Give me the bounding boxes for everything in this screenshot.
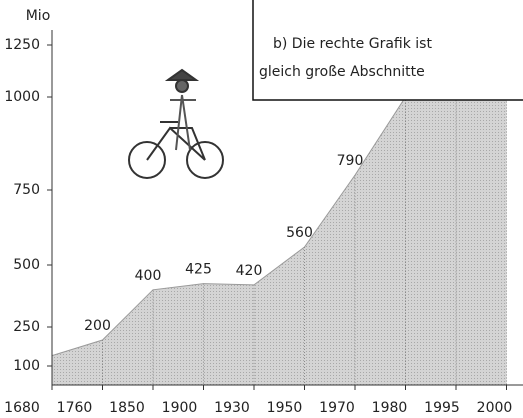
y-axis-label: Mio — [26, 8, 51, 24]
y-tick-label: 1250 — [4, 37, 40, 53]
data-label: 420 — [236, 263, 263, 279]
x-tick-label: 1760 — [57, 400, 93, 416]
x-tick-label: 1680 — [4, 400, 40, 416]
x-tick-label: 1995 — [424, 400, 460, 416]
annotation-text: b) Die rechte Grafik ist — [273, 36, 432, 52]
data-label: 425 — [185, 262, 212, 278]
data-label: 560 — [286, 225, 313, 241]
x-tick-label: 1980 — [372, 400, 408, 416]
chart: 1680 1760 1850 1900 1930 1950 1970 1980 1995 2000… — [0, 0, 523, 418]
x-tick-label: 1850 — [109, 400, 145, 416]
x-tick-label: 1900 — [162, 400, 198, 416]
y-tick-label: 1000 — [4, 89, 40, 105]
x-tick-label: 1950 — [267, 400, 303, 416]
data-label: 400 — [135, 268, 162, 284]
y-tick-label: 100 — [13, 358, 40, 374]
x-tick-label: 1930 — [214, 400, 250, 416]
x-tick-label: 1970 — [319, 400, 355, 416]
y-tick-label: 750 — [13, 182, 40, 198]
data-label: 790 — [337, 153, 364, 169]
y-tick-label: 500 — [13, 257, 40, 273]
y-tick-label: 250 — [13, 319, 40, 335]
data-label: 200 — [84, 318, 111, 334]
cyclist — [129, 70, 223, 178]
annotation-text: gleich große Abschnitte — [259, 64, 425, 80]
x-tick-label: 2000 — [477, 400, 513, 416]
